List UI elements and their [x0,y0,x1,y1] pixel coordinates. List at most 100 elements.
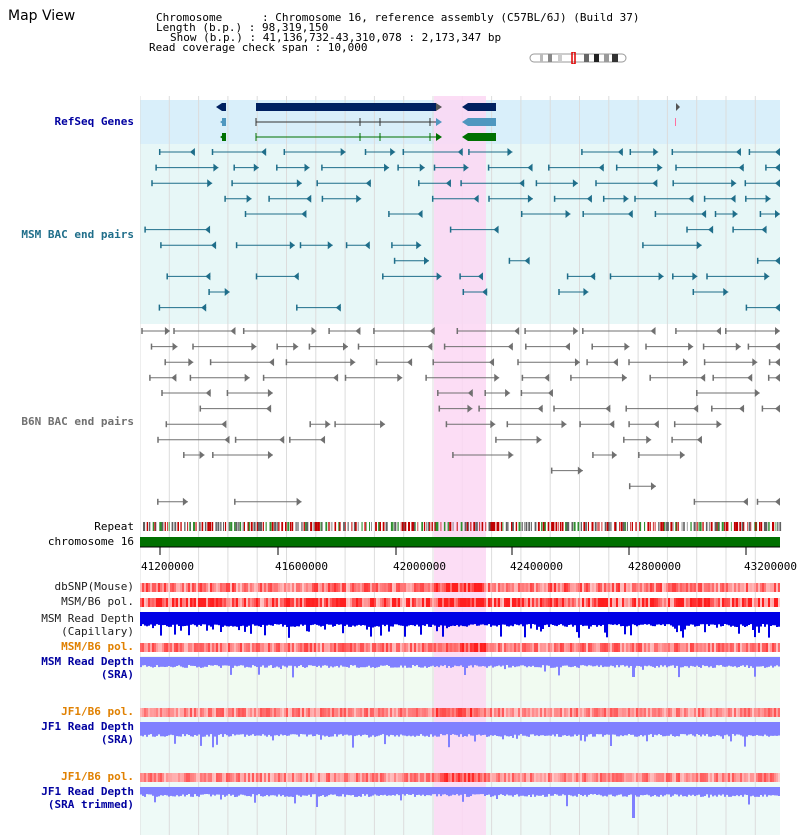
msm-pol-sra-heat [396,643,398,652]
jf1-depth-sra-bar-bar [700,734,702,737]
msm-pol-sra-heat [658,643,660,652]
b6n-bac-pair-end [650,482,656,491]
b6n-bac-pair-end [172,342,178,351]
repeat-mark [705,522,708,531]
msm-depth-capillary-bar-bar [764,624,766,627]
msm-pol-sra-heat [170,643,172,652]
jf1-depth-sra-bar-bar [524,734,526,736]
msm-pol-heat [382,598,384,607]
msm-depth-sra-bar-bar [190,665,192,666]
msm-pol-heat [166,598,168,607]
jf1-depth-trimmed-bar-bar [680,794,682,795]
msm-depth-capillary-bar-bar [728,624,730,626]
msm-depth-capillary-bar-bar [148,624,150,626]
dbsnp-heat [246,583,248,592]
genome-tracks[interactable] [140,96,800,835]
msm-depth-capillary-bar-bar [440,624,442,626]
jf1-pol-trimmed-heat [524,773,526,782]
msm-pol-heat [410,598,412,607]
msm-pol-sra-heat [162,643,164,652]
jf1-depth-sra-bar-bar [602,734,604,737]
repeat-mark [187,522,189,531]
msm-pol-sra-heat [738,643,740,652]
msm-depth-sra-bar-bar [704,665,706,667]
jf1-depth-trimmed-bar-bar [460,794,462,795]
msm-pol-sra-heat [182,643,184,652]
b6n-bac-pair-end [573,327,579,335]
jf1-pol-trimmed-heat [208,773,210,782]
refseq-genes-label[interactable]: RefSeq Genes [54,115,134,128]
msm-depth-sra-bar-bar [558,665,560,676]
dbsnp-heat [702,583,704,592]
length-info: Length (b.p.) : 98,319,150 [156,21,329,34]
jf1-depth-sra-bar-bar [348,734,350,736]
jf1-pol-heat [254,708,256,717]
jf1-pol-trimmed-heat [344,773,346,782]
msm-pol-heat [762,598,764,607]
msm-pol-heat [666,598,668,607]
jf1-depth-sra-bar-bar [572,734,574,737]
msm-depth-sra-bar-bar [220,665,222,668]
msm-pol-sra-heat [596,643,598,652]
b6n-bac-pair-end [609,420,615,429]
dbsnp-heat [770,583,772,592]
jf1-pol-trimmed-heat [322,773,324,782]
msm-depth-sra-bar-bar [678,665,680,678]
msm-pol-heat [338,598,340,607]
msm-depth-capillary-bar-bar [540,624,542,632]
jf1-pol-heat [358,708,360,717]
msm-pol-sra-heat [208,643,210,652]
jf1-depth-sra-bar-bar [644,734,646,736]
msm-depth-capillary-bar-bar [682,624,684,638]
msm-pol-sra-heat [502,643,504,652]
dbsnp-heat [776,583,778,592]
jf1-depth-trimmed-bar-bar [156,794,158,797]
msm-pol-heat [716,598,718,607]
msm-pol-sra-heat [652,643,654,652]
jf1-depth-trimmed-bar-bar [510,794,512,796]
msm-depth-sra-bar-bar [246,665,248,667]
msm-pol-heat [268,598,270,607]
b6n-bac-label[interactable]: B6N BAC end pairs [21,415,134,428]
jf1-depth-sra-bar-bar [534,734,536,736]
msm-depth-capillary-bar-bar [552,624,554,625]
msm-pol-sra-heat [728,643,730,652]
msm-bac-label[interactable]: MSM BAC end pairs [21,228,134,241]
b6n-bac-pair-end [188,358,194,367]
jf1-pol-heat [642,708,644,717]
msm-depth-capillary-bar-bar [756,624,758,627]
msm-pol-heat [306,598,308,607]
msm-pol-sra-heat [322,643,324,652]
msm-pol-heat [488,598,490,607]
dbsnp-heat [590,583,592,592]
jf1-pol-heat [368,708,370,717]
msm-pol-sra-heat [310,643,312,652]
jf1-depth-sra-bar-bar [554,734,556,737]
repeat-mark [748,522,751,531]
repeat-mark [577,522,580,531]
msm-depth-sra-bar-bar [180,665,182,667]
dbsnp-heat [322,583,324,592]
jf1-depth-sra-bar-bar [362,734,364,735]
jf1-depth-sra-bar-bar [346,734,348,735]
msm-pol-heat [502,598,504,607]
jf1-depth-trimmed-bar-bar [254,794,256,803]
msm-depth-sra-bar-bar [282,665,284,666]
repeat-mark [700,522,702,531]
msm-depth-sra-bar-bar [466,665,468,668]
msm-depth-sra-bar-bar [538,665,540,668]
dbsnp-heat [758,583,760,592]
msm-depth-capillary-bar-bar [596,624,598,627]
msm-pol-sra-heat [416,643,418,652]
chromosome-ideogram[interactable] [528,52,630,64]
msm-pol-sra-heat [348,643,350,652]
msm-depth-sra-bar-bar [192,665,194,666]
msm-pol-heat [404,598,406,607]
jf1-depth-sra-bar-bar [414,734,416,737]
jf1-depth-sra-bar-bar [368,734,370,738]
jf1-depth-sra-bar-bar [742,734,744,737]
jf1-pol-heat [274,708,276,717]
jf1-pol-trimmed-heat [542,773,544,782]
msm-pol-heat [684,598,686,607]
msm-pol-sra-heat [282,643,284,652]
